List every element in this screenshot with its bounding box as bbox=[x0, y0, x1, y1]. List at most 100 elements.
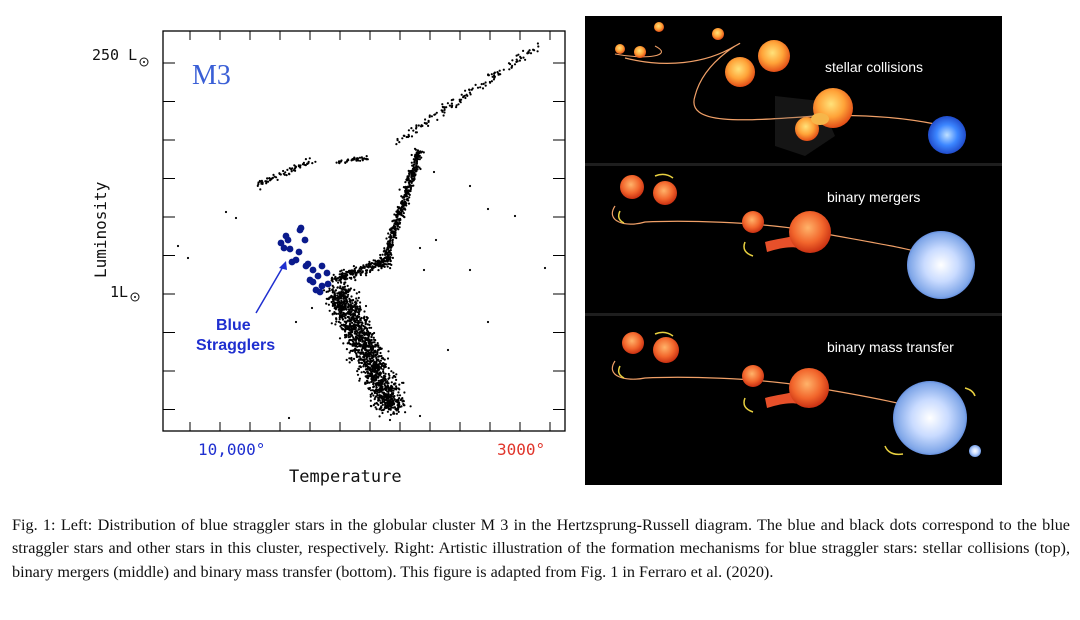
star-point bbox=[306, 162, 309, 165]
star-point bbox=[343, 324, 346, 327]
star-point bbox=[385, 263, 388, 266]
star-point bbox=[378, 415, 381, 418]
star-point bbox=[406, 195, 409, 198]
donor-star bbox=[742, 365, 764, 387]
star-point bbox=[441, 110, 444, 113]
star-point bbox=[394, 232, 397, 235]
star-point bbox=[272, 173, 275, 176]
star-point bbox=[363, 310, 366, 313]
star-point bbox=[365, 157, 368, 161]
star-point bbox=[468, 88, 471, 91]
star-point bbox=[372, 404, 375, 407]
star-point bbox=[381, 395, 384, 398]
star-point bbox=[481, 87, 485, 90]
star-point bbox=[348, 327, 351, 331]
star-point bbox=[413, 147, 417, 150]
star-point bbox=[342, 293, 345, 296]
star-point bbox=[257, 183, 260, 186]
star-point bbox=[386, 384, 389, 387]
star-point bbox=[482, 82, 485, 85]
star-point bbox=[294, 165, 298, 168]
star-point bbox=[390, 253, 393, 256]
panel-label-collisions: stellar collisions bbox=[825, 59, 923, 75]
star-point bbox=[383, 247, 386, 250]
star-point bbox=[349, 299, 352, 302]
binary-star bbox=[653, 181, 677, 205]
star-point bbox=[398, 383, 401, 386]
star-point bbox=[410, 176, 413, 179]
star-point bbox=[497, 73, 500, 76]
blue-straggler-point bbox=[314, 272, 322, 280]
star-point bbox=[362, 355, 365, 358]
star-point bbox=[387, 367, 390, 370]
star-point bbox=[338, 318, 341, 321]
star-point bbox=[358, 344, 362, 347]
star-point bbox=[347, 288, 350, 291]
star-point bbox=[344, 161, 347, 164]
star-point bbox=[376, 394, 379, 397]
star-point bbox=[522, 49, 525, 53]
star-point bbox=[353, 156, 356, 159]
star-point bbox=[224, 210, 228, 214]
star-point bbox=[443, 111, 446, 114]
star-point bbox=[386, 396, 389, 399]
star-point bbox=[355, 348, 358, 352]
star-point bbox=[398, 188, 401, 191]
panel-label-mass-transfer: binary mass transfer bbox=[827, 339, 954, 355]
star-point bbox=[356, 299, 359, 302]
star-point bbox=[176, 244, 180, 248]
star-point bbox=[368, 363, 371, 366]
star-point bbox=[363, 342, 366, 346]
star-point bbox=[367, 262, 370, 266]
star-point bbox=[339, 309, 342, 312]
star-point bbox=[388, 249, 391, 252]
star-point bbox=[350, 159, 353, 162]
star-point bbox=[186, 256, 190, 260]
star-point bbox=[337, 292, 340, 295]
star-point bbox=[344, 327, 348, 330]
star-point bbox=[335, 278, 338, 282]
star-point bbox=[395, 219, 398, 222]
star-point bbox=[356, 157, 359, 160]
star-point bbox=[358, 334, 361, 337]
star-point bbox=[446, 348, 450, 352]
figure-caption: Fig. 1: Left: Distribution of blue strag… bbox=[12, 516, 1070, 581]
star-point bbox=[353, 305, 356, 308]
star-point bbox=[469, 93, 472, 96]
star-point bbox=[346, 306, 349, 309]
star-point bbox=[367, 365, 370, 368]
star-point bbox=[344, 296, 347, 299]
sun-symbol-top bbox=[139, 57, 149, 67]
star-point bbox=[468, 91, 471, 94]
star-point bbox=[375, 367, 378, 370]
star-point bbox=[394, 228, 397, 231]
star-point bbox=[365, 379, 369, 382]
star-point bbox=[435, 111, 438, 114]
star-point bbox=[374, 343, 377, 346]
star-point bbox=[391, 399, 394, 402]
star-point bbox=[352, 312, 355, 315]
star-point bbox=[334, 323, 337, 326]
blue-straggler-point bbox=[316, 288, 324, 296]
star-point bbox=[339, 312, 342, 315]
star-point bbox=[375, 374, 378, 377]
star-point bbox=[354, 330, 357, 333]
star-point bbox=[407, 181, 410, 184]
binary-star bbox=[653, 337, 679, 363]
star-point bbox=[344, 320, 347, 323]
star-point bbox=[353, 332, 356, 335]
panel-stellar-collisions: stellar collisions bbox=[614, 22, 966, 156]
star-point bbox=[382, 250, 385, 253]
star-point bbox=[339, 285, 342, 288]
star-point bbox=[442, 106, 445, 109]
star-point bbox=[490, 73, 493, 76]
star-point bbox=[353, 276, 356, 279]
star-point bbox=[331, 284, 334, 287]
y-top-label: 250 L bbox=[92, 46, 137, 64]
star-point bbox=[353, 349, 356, 352]
star-point bbox=[465, 93, 468, 96]
star-point bbox=[376, 260, 379, 263]
star-point bbox=[390, 387, 393, 390]
star-point bbox=[392, 383, 396, 386]
star-small-orange bbox=[712, 28, 724, 40]
